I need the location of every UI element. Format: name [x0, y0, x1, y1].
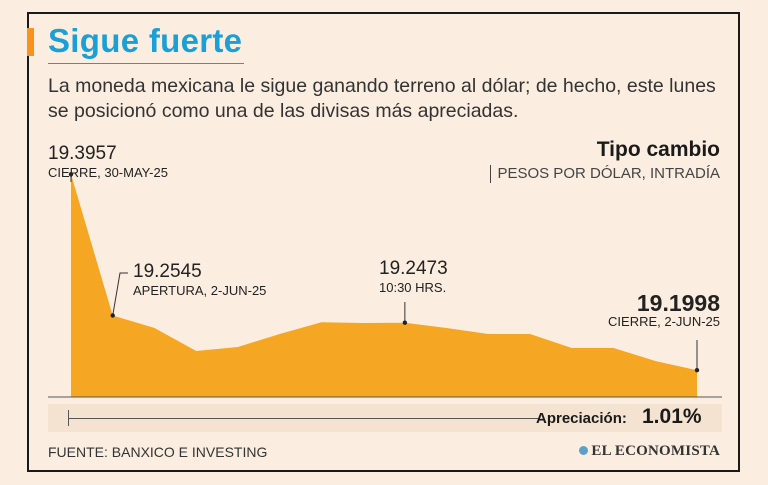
annotation-leader-line [112, 272, 128, 316]
annotation-1030-value: 19.2473 [379, 258, 448, 279]
publisher-logo: EL ECONOMISTA [579, 443, 720, 460]
appreciation-label: Apreciación: [536, 410, 627, 427]
page-title: Sigue fuerte [48, 22, 243, 59]
annotation-1030-desc: 10:30 HRS. [379, 280, 447, 295]
annotation-close: 19.1998 CIERRE, 2-JUN-25 [608, 292, 720, 330]
annotation-close-value: 19.1998 [636, 290, 720, 316]
data-point-marker [694, 368, 700, 373]
annotation-open-desc: APERTURA, 2-JUN-25 [133, 283, 267, 298]
subtitle: La moneda mexicana le sigue ganando terr… [48, 75, 716, 122]
data-point-marker [402, 320, 408, 325]
appreciation-bar: Apreciación: 1.01% [48, 404, 722, 432]
series-area [71, 174, 697, 397]
data-point-marker [110, 313, 115, 318]
appreciation-value: 1.01% [642, 405, 702, 428]
source-note: FUENTE: BANXICO E INVESTING [48, 444, 268, 460]
annotation-open: 19.2545 APERTURA, 2-JUN-25 [133, 261, 266, 299]
annotation-open-value: 19.2545 [133, 261, 202, 282]
annotation-1030: 19.2473 10:30 HRS. [379, 258, 448, 296]
annotation-start-value: 19.3957 [48, 143, 117, 164]
appreciation-line [68, 418, 538, 419]
logo-text: EL ECONOMISTA [591, 443, 720, 459]
logo-icon [579, 446, 589, 455]
chart-legend-title: Tipo cambio [596, 138, 720, 161]
annotation-start-desc: CIERRE, 30-MAY-25 [48, 165, 168, 180]
title-underline [48, 63, 244, 64]
annotation-start: 19.3957 CIERRE, 30-MAY-25 [48, 143, 168, 181]
data-point-marker [68, 172, 74, 177]
annotation-close-desc: CIERRE, 2-JUN-25 [608, 314, 720, 329]
chart-legend-subtitle: PESOS POR DÓLAR, INTRADÍA [490, 165, 720, 183]
title-accent-bar [27, 28, 34, 56]
